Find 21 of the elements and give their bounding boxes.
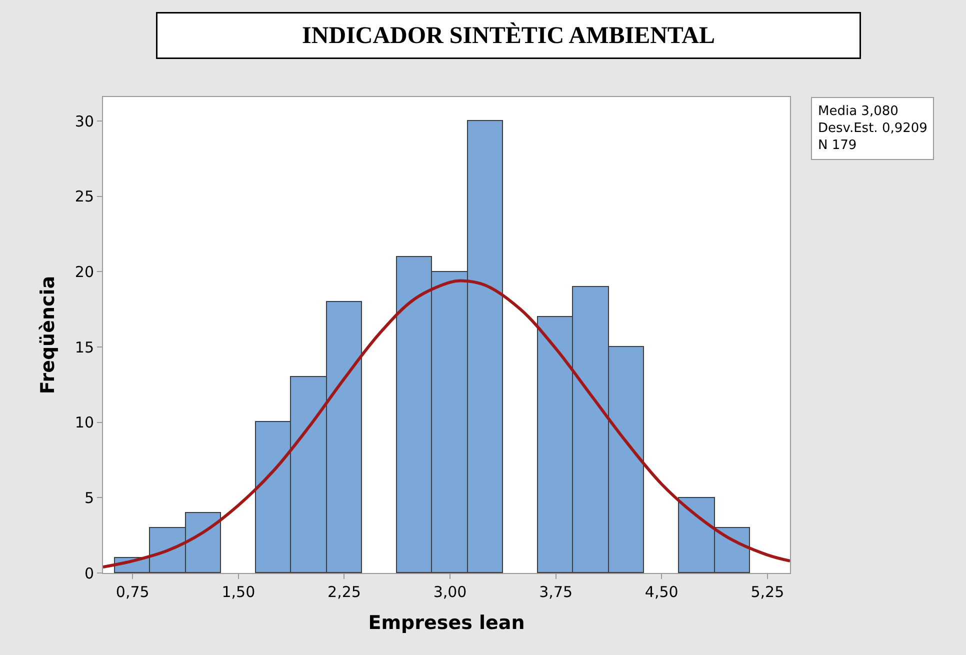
y-tick-label: 0 bbox=[84, 564, 94, 582]
x-tick-label: 4,50 bbox=[644, 583, 678, 601]
y-tick-label: 15 bbox=[74, 338, 94, 356]
y-tick-label: 30 bbox=[74, 112, 94, 130]
text: Desv.Est. 0,9209 bbox=[818, 120, 928, 136]
y-tick-label: 10 bbox=[74, 414, 94, 432]
x-axis-title: Empreses lean bbox=[368, 612, 525, 634]
text: Media 3,080 bbox=[818, 104, 898, 119]
text: N 179 bbox=[818, 138, 857, 153]
x-tick-label: 0,75 bbox=[116, 583, 150, 601]
x-tick-label: 5,25 bbox=[750, 583, 784, 601]
y-tick-label: 20 bbox=[74, 262, 94, 281]
line-series bbox=[103, 279, 790, 568]
x-tick-label: 3,00 bbox=[433, 583, 467, 601]
x-tick-label: 2,25 bbox=[328, 583, 361, 601]
y-axis-title: Freqüència bbox=[36, 276, 59, 394]
y-tick-label: 5 bbox=[84, 488, 94, 507]
x-tick-label: 3,75 bbox=[539, 583, 573, 601]
y-tick-label: 25 bbox=[74, 188, 94, 206]
chart-title: INDICADOR SINTÈTIC AMBIENTAL bbox=[302, 22, 715, 49]
x-tick-label: 1,50 bbox=[222, 583, 256, 601]
